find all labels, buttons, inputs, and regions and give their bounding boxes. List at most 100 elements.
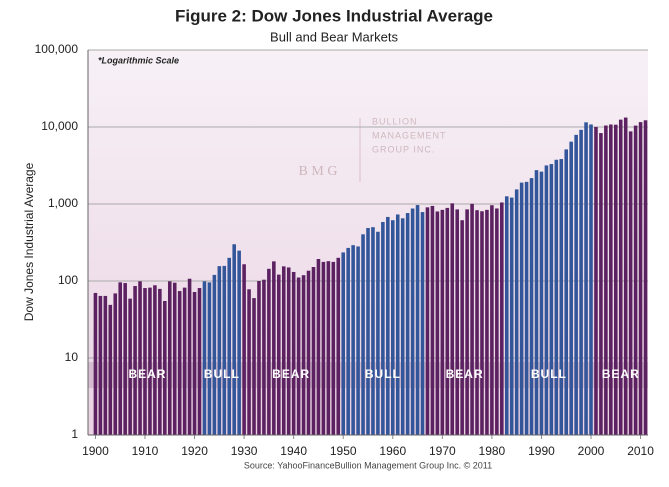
bar [400, 218, 405, 435]
bar [549, 164, 554, 435]
watermark: BULLION MANAGEMENT GROUP INC. B M G [299, 116, 447, 182]
bar [326, 261, 331, 435]
bar [133, 286, 137, 435]
bar [138, 281, 142, 435]
bar [504, 196, 509, 435]
y-tick-label: 1,000 [48, 196, 78, 210]
bar [390, 220, 395, 435]
x-tick-label: 1920 [181, 444, 208, 458]
bar [247, 289, 251, 435]
source: Source: YahooFinanceBullion Management G… [244, 460, 492, 470]
bar [158, 288, 162, 435]
bar [445, 207, 450, 435]
bar [321, 261, 326, 435]
bar [579, 129, 583, 435]
bar [113, 293, 118, 435]
bar [450, 203, 455, 435]
bar [425, 207, 430, 435]
bar [569, 141, 573, 436]
bar [301, 275, 306, 435]
bar [470, 203, 474, 435]
bar [589, 124, 593, 435]
bar [361, 234, 365, 435]
bar [628, 131, 633, 436]
bar [306, 270, 311, 435]
bar [539, 171, 544, 435]
bar [633, 125, 638, 436]
bar [262, 279, 266, 435]
y-tick-label: 100 [58, 273, 78, 287]
x-tick-label: 1930 [231, 444, 258, 458]
bar [331, 261, 336, 435]
bar [500, 202, 504, 435]
bar [381, 221, 385, 435]
bar [430, 205, 435, 435]
bar [237, 250, 241, 435]
bar [118, 282, 122, 435]
bar [187, 278, 192, 435]
bar [480, 211, 484, 435]
x-tick-label: 1960 [379, 444, 406, 458]
bar [564, 149, 569, 435]
period-label: BEAR [446, 367, 484, 381]
watermark-mark: B M G [299, 164, 338, 179]
bar [346, 247, 350, 435]
x-tick-label: 1990 [528, 444, 555, 458]
bar [351, 245, 355, 435]
bar [93, 292, 98, 435]
bar [584, 122, 588, 435]
bar [123, 283, 127, 435]
x-tick-label: 2010 [627, 444, 654, 458]
bar [529, 178, 534, 435]
bar [281, 266, 286, 435]
chart-subtitle: Bull and Bear Markets [270, 29, 398, 44]
bar [341, 252, 346, 435]
bar [148, 287, 152, 435]
watermark-text: MANAGEMENT [372, 130, 447, 140]
bar [177, 291, 182, 435]
x-tick-label: 1980 [479, 444, 506, 458]
x-tick-label: 1970 [429, 444, 456, 458]
bar [534, 170, 539, 435]
bar [108, 304, 113, 435]
bar [594, 126, 598, 435]
bar [599, 133, 603, 435]
bar [574, 134, 578, 435]
bar [163, 300, 167, 435]
y-axis-label: Dow Jones Industrial Average [22, 162, 36, 321]
bar [252, 298, 256, 435]
bar [559, 159, 564, 436]
bar [222, 265, 227, 435]
bar [242, 264, 246, 435]
bar [296, 277, 301, 435]
bar [232, 244, 236, 435]
bar [514, 189, 519, 435]
bar [197, 288, 202, 435]
bar [227, 257, 232, 435]
period-label: BEAR [128, 367, 166, 381]
bar [336, 257, 341, 435]
bar [544, 165, 549, 435]
bar [643, 120, 648, 435]
bar [618, 119, 623, 436]
watermark-text: GROUP INC. [372, 144, 435, 154]
watermark-text: BULLION [372, 116, 418, 126]
bar [465, 209, 469, 435]
x-tick-label: 2000 [578, 444, 605, 458]
x-tick-label: 1900 [82, 444, 109, 458]
x-tick-label: 1940 [280, 444, 307, 458]
bar [366, 227, 370, 435]
bar [435, 211, 440, 435]
period-label: BULL [365, 367, 401, 381]
bar [410, 208, 415, 435]
bar [167, 281, 172, 435]
bar [182, 287, 187, 435]
bar [207, 282, 212, 435]
bar [604, 125, 608, 435]
bar [371, 227, 375, 435]
bar [455, 209, 459, 435]
period-label: BULL [531, 367, 567, 381]
bar [405, 213, 410, 435]
y-tick-label: 1 [71, 427, 78, 441]
bar [519, 182, 524, 435]
